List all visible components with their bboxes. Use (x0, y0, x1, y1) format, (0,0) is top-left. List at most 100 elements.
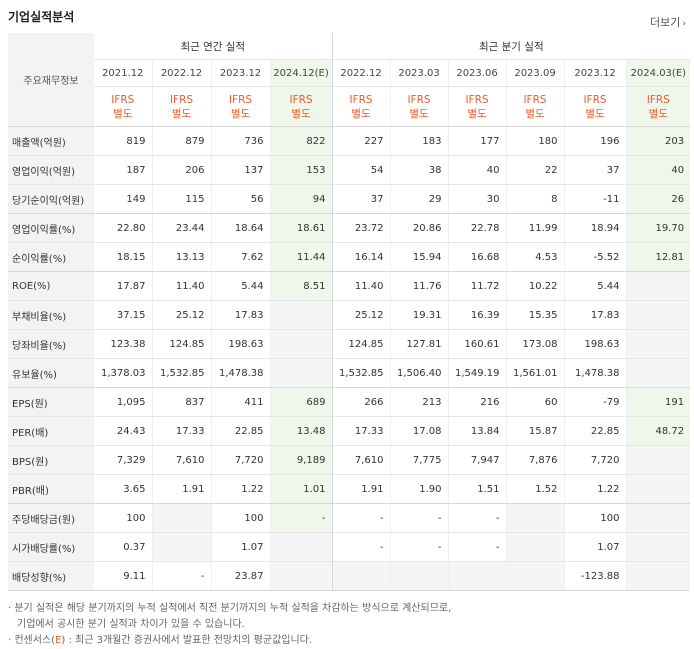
table-cell: 26 (625, 184, 691, 214)
table-row: PER(배) 24.43 17.33 22.85 13.48 17.33 17.08 13.8… (8, 416, 691, 446)
table-cell: 177 (447, 126, 507, 156)
table-cell: 149 (94, 184, 152, 214)
ifrs-label: IFRS (349, 93, 373, 106)
table-cell: 3.65 (94, 474, 152, 504)
table-cell: 837 (151, 387, 211, 417)
row-label: 당기순이익(억원) (8, 184, 94, 214)
table-cell: 23.44 (151, 213, 211, 243)
table-cell: 180 (505, 126, 565, 156)
table-cell (269, 532, 333, 562)
table-cell: 16.39 (447, 300, 507, 330)
table-cell (505, 532, 565, 562)
table-cell: 11.72 (447, 271, 507, 301)
table-cell (625, 358, 691, 388)
ifrs-header: IFRS 별도 (625, 86, 691, 127)
row-label: 순이익률(%) (8, 242, 94, 272)
ifrs-label: IFRS (465, 93, 489, 106)
table-cell: 9,189 (269, 445, 333, 475)
table-cell: 56 (210, 184, 270, 214)
table-cell: 15.35 (505, 300, 565, 330)
table-cell: 137 (210, 155, 270, 185)
table-cell (269, 358, 333, 388)
note-consensus-b: ) : 최근 3개월간 증권사에서 발표한 전망치의 평균값입니다. (61, 635, 313, 646)
ifrs-type-label: 별도 (585, 107, 605, 120)
table-cell: 54 (331, 155, 391, 185)
table-cell: 38 (389, 155, 449, 185)
table-cell: 1.01 (269, 474, 333, 504)
note-consensus-a: · 컨센서스( (8, 635, 56, 646)
ifrs-type-label: 별도 (291, 107, 311, 120)
table-cell (505, 561, 565, 591)
table-cell: 266 (331, 387, 391, 417)
table-cell: 17.08 (389, 416, 449, 446)
table-cell: 1,532.85 (331, 358, 391, 388)
table-cell: 1,532.85 (151, 358, 211, 388)
table-cell: 1.07 (210, 532, 270, 562)
table-cell: 15.94 (389, 242, 449, 272)
table-row: 당기순이익(억원) 149 115 56 94 37 29 30 8 -11 26 (8, 184, 691, 214)
table-cell: 819 (94, 126, 152, 156)
table-cell: 7,775 (389, 445, 449, 475)
table-cell (389, 561, 449, 591)
table-cell: 153 (269, 155, 333, 185)
group-annual: 최근 연간 실적 (94, 33, 333, 60)
table-cell: 11.44 (269, 242, 333, 272)
table-cell: - (331, 532, 391, 562)
table-cell: 187 (94, 155, 152, 185)
row-label: 부채비율(%) (8, 300, 94, 330)
more-label: 더보기 (650, 16, 681, 29)
table-cell (625, 532, 691, 562)
table-cell (625, 329, 691, 359)
table-row: EPS(원) 1,095 837 411 689 266 213 216 60 -79 191 (8, 387, 691, 417)
table-cell: 1,506.40 (389, 358, 449, 388)
table-cell (331, 561, 391, 591)
ifrs-header: IFRS 별도 (331, 86, 391, 127)
more-link[interactable]: 더보기 › (650, 14, 686, 30)
table-cell: 17.83 (563, 300, 627, 330)
table-cell: 37 (563, 155, 627, 185)
table-cell: 22.85 (563, 416, 627, 446)
table-cell: 206 (151, 155, 211, 185)
table-cell: 1.51 (447, 474, 507, 504)
period-header: 2023.09 (505, 59, 565, 87)
table-cell (625, 271, 691, 301)
table-cell: 1.22 (563, 474, 627, 504)
table-cell: 216 (447, 387, 507, 417)
table-cell: 0.37 (94, 532, 152, 562)
table-row: 영업이익률(%) 22.80 23.44 18.64 18.61 23.72 20.86 22… (8, 213, 691, 243)
table-cell: 18.15 (94, 242, 152, 272)
table-cell: 100 (94, 503, 152, 533)
table-row: 유보율(%) 1,378.03 1,532.85 1,478.38 1,532.85 1,… (8, 358, 691, 388)
table-cell: 1,561.01 (505, 358, 565, 388)
table-cell: 160.61 (447, 329, 507, 359)
table-cell: 11.40 (151, 271, 211, 301)
row-label: 당좌비율(%) (8, 329, 94, 359)
section-title: 기업실적분석 (8, 10, 75, 24)
table-cell (269, 300, 333, 330)
table-cell (447, 561, 507, 591)
table-cell: 7,720 (210, 445, 270, 475)
ifrs-header: IFRS 별도 (151, 86, 211, 127)
table-cell: 4.53 (505, 242, 565, 272)
table-cell: 196 (563, 126, 627, 156)
table-cell: 10.22 (505, 271, 565, 301)
table-cell: 11.76 (389, 271, 449, 301)
ifrs-label: IFRS (407, 93, 431, 106)
note-consensus-e: E (55, 635, 62, 646)
row-label: PBR(배) (8, 474, 94, 504)
table-cell: 12.81 (625, 242, 691, 272)
ifrs-header: IFRS 별도 (447, 86, 507, 127)
table-cell: 1,478.38 (563, 358, 627, 388)
ifrs-label: IFRS (169, 93, 194, 106)
table-cell: 24.43 (94, 416, 152, 446)
ifrs-label: IFRS (646, 93, 670, 106)
table-cell: 23.72 (331, 213, 391, 243)
table-cell (151, 503, 211, 533)
table-cell: 7,947 (447, 445, 507, 475)
table-cell: 22 (505, 155, 565, 185)
table-cell: 1.90 (389, 474, 449, 504)
table-cell: 1.52 (505, 474, 565, 504)
period-header: 2022.12 (331, 59, 391, 87)
table-cell: 16.14 (331, 242, 391, 272)
table-cell: 25.12 (151, 300, 211, 330)
